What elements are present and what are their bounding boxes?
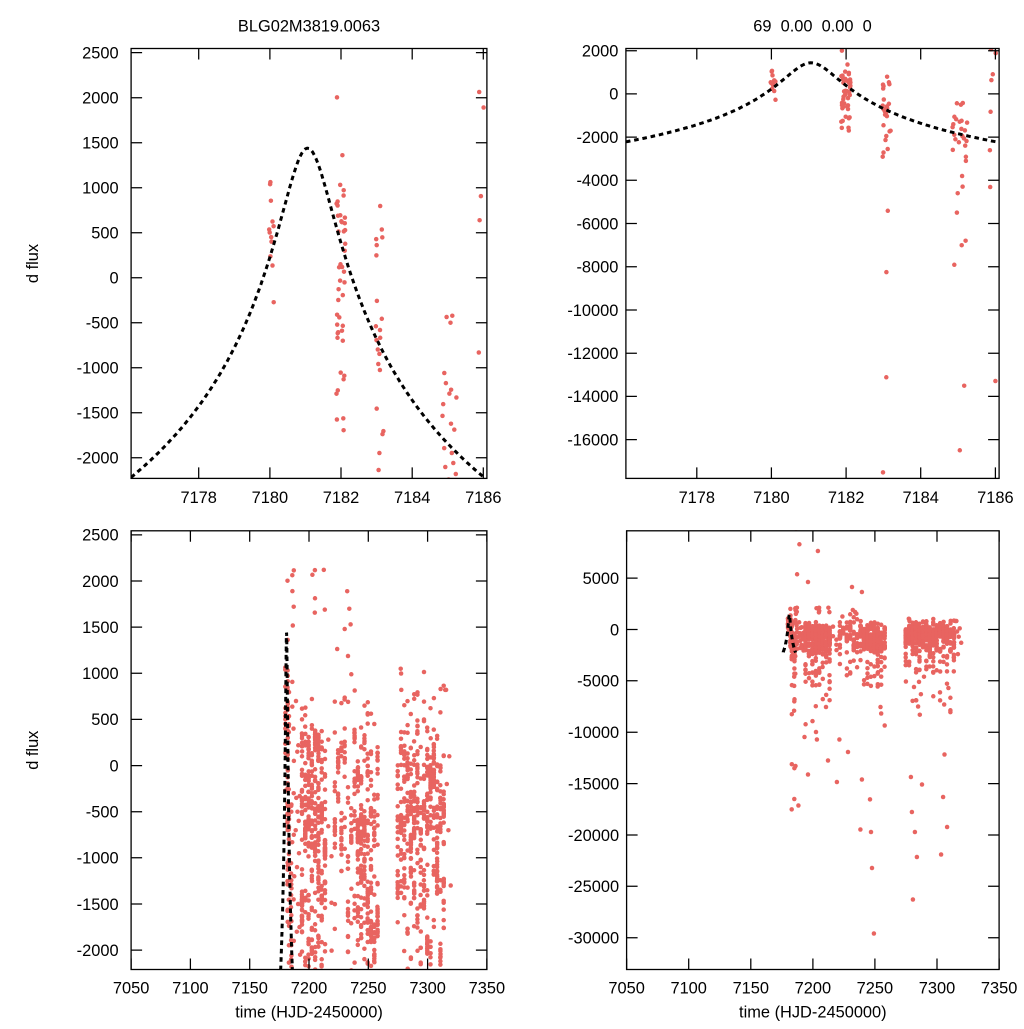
svg-text:7150: 7150 bbox=[733, 979, 769, 997]
svg-text:-1500: -1500 bbox=[77, 405, 119, 423]
svg-text:7100: 7100 bbox=[172, 979, 208, 997]
svg-text:-10000: -10000 bbox=[567, 302, 618, 320]
svg-text:-2000: -2000 bbox=[77, 942, 119, 960]
svg-text:1500: 1500 bbox=[82, 135, 118, 153]
svg-text:7186: 7186 bbox=[977, 489, 1013, 507]
svg-text:7300: 7300 bbox=[409, 979, 445, 997]
svg-text:7100: 7100 bbox=[670, 979, 706, 997]
svg-text:7300: 7300 bbox=[919, 979, 955, 997]
svg-text:7178: 7178 bbox=[180, 489, 216, 507]
svg-text:1000: 1000 bbox=[82, 180, 118, 198]
svg-text:7050: 7050 bbox=[608, 979, 644, 997]
svg-text:0: 0 bbox=[109, 270, 118, 288]
svg-text:-1500: -1500 bbox=[77, 896, 119, 914]
svg-text:7200: 7200 bbox=[795, 979, 831, 997]
svg-text:7200: 7200 bbox=[291, 979, 327, 997]
svg-text:500: 500 bbox=[91, 711, 118, 729]
svg-text:-25000: -25000 bbox=[568, 878, 619, 896]
svg-text:1000: 1000 bbox=[82, 665, 118, 683]
svg-text:time (HJD-2450000): time (HJD-2450000) bbox=[739, 1004, 887, 1022]
svg-text:7150: 7150 bbox=[231, 979, 267, 997]
svg-text:-16000: -16000 bbox=[567, 431, 618, 449]
svg-text:-6000: -6000 bbox=[576, 215, 618, 233]
svg-text:500: 500 bbox=[91, 225, 118, 243]
svg-text:-2000: -2000 bbox=[77, 450, 119, 468]
svg-text:-500: -500 bbox=[86, 804, 119, 822]
svg-text:7180: 7180 bbox=[753, 489, 789, 507]
svg-text:7180: 7180 bbox=[252, 489, 288, 507]
svg-text:0: 0 bbox=[609, 86, 618, 104]
svg-text:1500: 1500 bbox=[82, 619, 118, 637]
svg-text:-8000: -8000 bbox=[576, 259, 618, 277]
svg-text:2000: 2000 bbox=[82, 573, 118, 591]
svg-text:-30000: -30000 bbox=[568, 930, 619, 948]
svg-text:7250: 7250 bbox=[350, 979, 386, 997]
svg-text:-20000: -20000 bbox=[568, 827, 619, 845]
svg-text:7182: 7182 bbox=[828, 489, 864, 507]
svg-text:-1000: -1000 bbox=[77, 360, 119, 378]
svg-text:7350: 7350 bbox=[981, 979, 1017, 997]
svg-text:2500: 2500 bbox=[82, 527, 118, 545]
svg-text:-10000: -10000 bbox=[568, 724, 619, 742]
svg-text:-5000: -5000 bbox=[577, 673, 619, 691]
svg-text:0: 0 bbox=[109, 757, 118, 775]
svg-text:d flux: d flux bbox=[24, 730, 42, 770]
svg-text:-14000: -14000 bbox=[567, 388, 618, 406]
svg-text:7050: 7050 bbox=[113, 979, 149, 997]
svg-text:-500: -500 bbox=[86, 315, 119, 333]
svg-text:-12000: -12000 bbox=[567, 345, 618, 363]
svg-text:2500: 2500 bbox=[82, 44, 118, 62]
svg-text:69 0.00 0.00 0: 69 0.00 0.00 0 bbox=[753, 17, 871, 35]
svg-text:7178: 7178 bbox=[679, 489, 715, 507]
svg-text:7186: 7186 bbox=[465, 489, 501, 507]
svg-text:7250: 7250 bbox=[857, 979, 893, 997]
svg-text:time (HJD-2450000): time (HJD-2450000) bbox=[235, 1004, 383, 1022]
svg-text:7184: 7184 bbox=[902, 489, 938, 507]
svg-text:-2000: -2000 bbox=[576, 129, 618, 147]
svg-text:2000: 2000 bbox=[582, 43, 618, 61]
svg-text:-4000: -4000 bbox=[576, 172, 618, 190]
svg-text:7182: 7182 bbox=[323, 489, 359, 507]
svg-text:BLG02M3819.0063: BLG02M3819.0063 bbox=[238, 17, 380, 35]
svg-text:-15000: -15000 bbox=[568, 775, 619, 793]
svg-text:7350: 7350 bbox=[469, 979, 505, 997]
svg-text:0: 0 bbox=[610, 621, 619, 639]
svg-text:5000: 5000 bbox=[583, 570, 619, 588]
svg-text:7184: 7184 bbox=[394, 489, 430, 507]
svg-text:d flux: d flux bbox=[24, 243, 42, 283]
svg-text:-1000: -1000 bbox=[77, 850, 119, 868]
svg-text:2000: 2000 bbox=[82, 90, 118, 108]
